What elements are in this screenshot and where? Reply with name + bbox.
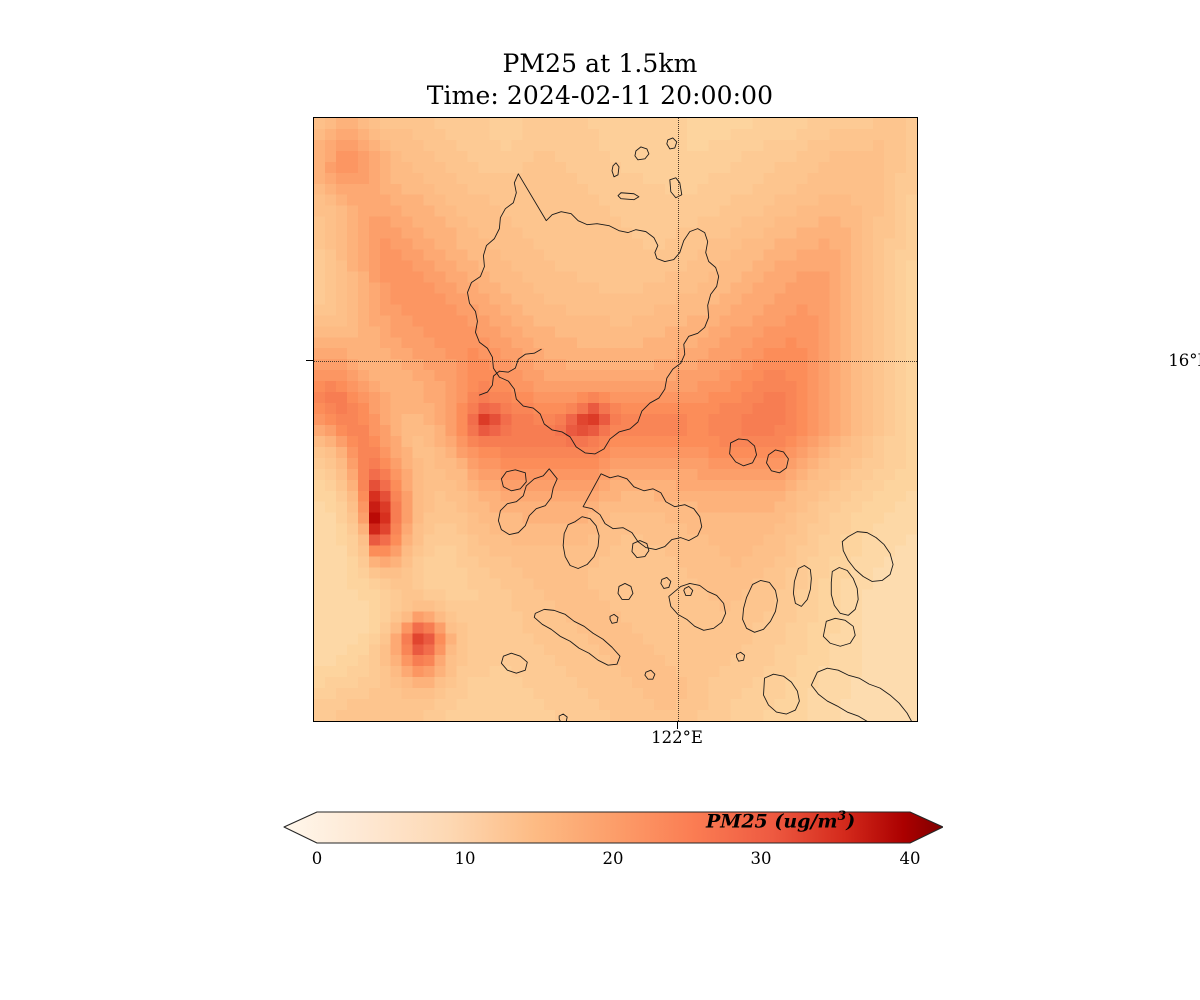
gridline-lat-16N — [314, 361, 917, 362]
colorbar-tick-10: 10 — [454, 849, 476, 868]
ytick-mark-16N — [306, 360, 313, 361]
colorbar-tick-30: 30 — [750, 849, 772, 868]
colorbar[interactable]: 0 10 20 30 40 — [283, 808, 943, 870]
title-line-variable: PM25 at 1.5km — [502, 49, 698, 78]
colorbar-label-text: PM25 (ug/m — [706, 810, 838, 833]
colorbar-gradient — [283, 811, 943, 844]
colorbar-tick-40: 40 — [899, 849, 921, 868]
xtick-label-122E: 122°E — [651, 728, 703, 747]
coastline-overlay — [467, 137, 912, 721]
colorbar-tick-0: 0 — [311, 849, 323, 868]
chart-title: PM25 at 1.5km Time: 2024-02-11 20:00:00 — [0, 48, 1200, 112]
colorbar-label-exponent: 3 — [837, 808, 847, 823]
xtick-mark-122E — [677, 722, 678, 729]
gridline-lon-122E — [678, 118, 679, 721]
ytick-label-16N: 16°N — [1168, 351, 1200, 370]
colorbar-axis-label: PM25 (ug/m3) — [706, 808, 966, 832]
map-plot-area[interactable] — [313, 117, 918, 722]
title-line-time: Time: 2024-02-11 20:00:00 — [426, 81, 774, 110]
colorbar-tick-20: 20 — [602, 849, 624, 868]
colorbar-label-close: ) — [846, 810, 856, 833]
graticule-layer — [314, 118, 917, 721]
pm25-raster-heatmap — [314, 118, 917, 721]
